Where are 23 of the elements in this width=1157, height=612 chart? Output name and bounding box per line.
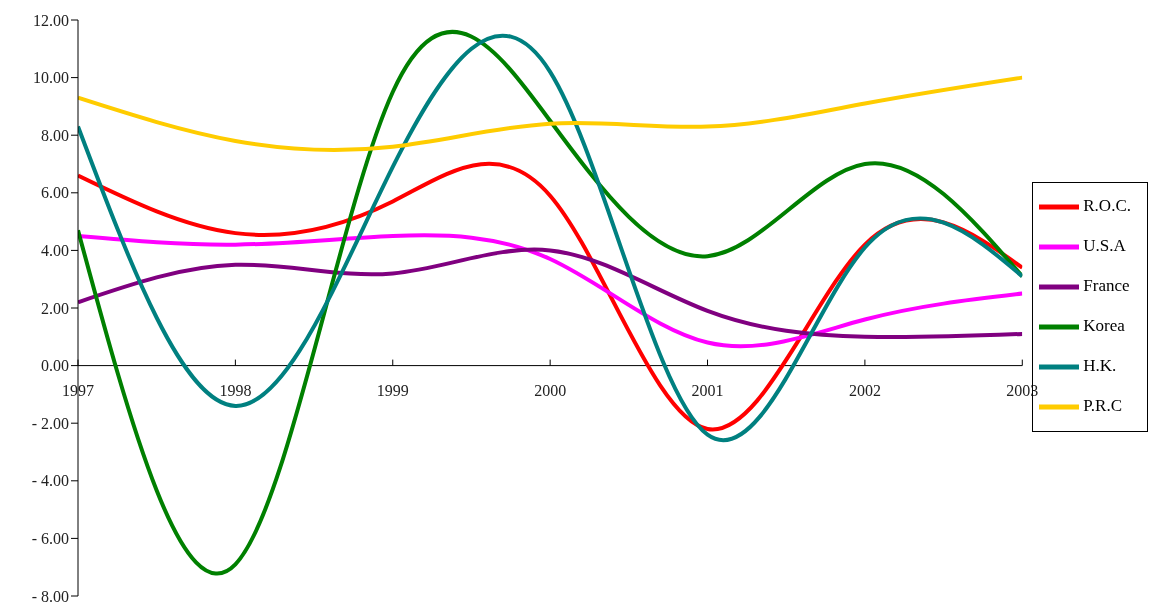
y-tick-label: 2.00: [41, 299, 69, 317]
legend-label: Korea: [1083, 315, 1125, 335]
legend-label: R.O.C.: [1083, 195, 1131, 215]
x-tick-label: 2001: [691, 381, 724, 399]
y-tick-label: 0.00: [41, 357, 69, 375]
y-tick-label: - 4.00: [31, 472, 69, 490]
y-tick-label: 8.00: [41, 126, 69, 144]
x-tick-label: 1999: [376, 381, 409, 399]
y-tick-label: 12.00: [33, 11, 69, 29]
x-tick-label: 2000: [534, 381, 567, 399]
y-tick-label: 4.00: [41, 242, 69, 260]
y-tick-label: - 2.00: [31, 414, 69, 432]
x-tick-label: 1998: [219, 381, 252, 399]
legend-label: U.S.A: [1083, 235, 1126, 255]
y-tick-label: 6.00: [41, 184, 69, 202]
x-tick-label: 2002: [848, 381, 881, 399]
line-series: [78, 247, 1023, 340]
legend-label: H.K.: [1083, 355, 1117, 375]
y-tick-label: - 8.00: [31, 587, 69, 605]
y-tick-label: 10.00: [33, 69, 69, 87]
y-tick-label: - 6.00: [31, 530, 69, 548]
legend-label: France: [1083, 275, 1130, 295]
legend-label: P.R.C: [1083, 395, 1123, 415]
